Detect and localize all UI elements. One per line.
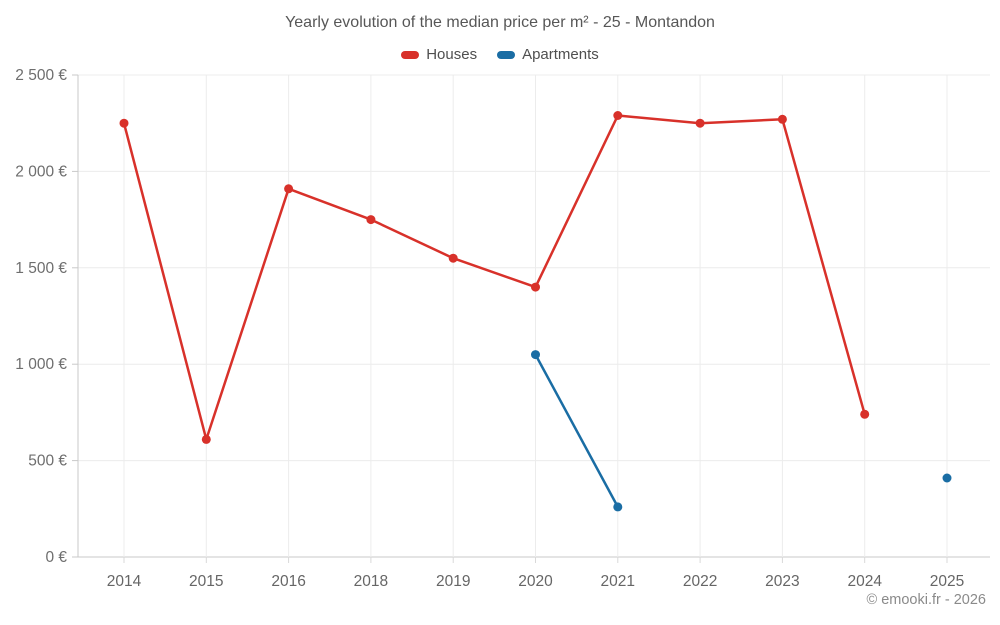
x-tick-label: 2020 — [518, 573, 553, 590]
data-point-apartments-2020[interactable] — [531, 350, 540, 360]
x-tick-label: 2014 — [107, 573, 142, 590]
copyright-text: © emooki.fr - 2026 — [866, 592, 986, 608]
chart-title: Yearly evolution of the median price per… — [285, 14, 715, 31]
legend-label-houses: Houses — [426, 46, 478, 63]
data-point-houses-2022[interactable] — [695, 118, 705, 128]
x-tick-label: 2021 — [601, 573, 635, 590]
x-tick-label: 2015 — [189, 573, 223, 590]
chart-legend: Houses Apartments — [0, 46, 1000, 63]
legend-label-apartments: Apartments — [522, 46, 599, 63]
data-point-houses-2015[interactable] — [201, 434, 211, 444]
data-point-houses-2021[interactable] — [613, 111, 623, 120]
data-point-houses-2023[interactable] — [777, 114, 787, 124]
data-point-apartments-2025[interactable] — [942, 473, 952, 483]
series-line-apartments — [536, 355, 948, 507]
legend-item-houses[interactable]: Houses — [401, 46, 477, 63]
series-line-houses — [122, 114, 866, 441]
y-tick-label: 2 000 € — [15, 163, 67, 180]
data-point-houses-2019[interactable] — [448, 253, 458, 263]
legend-item-apartments[interactable]: Apartments — [497, 46, 599, 63]
data-point-apartments-2021[interactable] — [613, 502, 623, 512]
y-tick-label: 0 € — [45, 549, 67, 566]
x-tick-label: 2022 — [683, 573, 717, 590]
x-tick-label: 2023 — [765, 573, 799, 590]
x-tick-label: 2024 — [847, 573, 882, 590]
data-point-houses-2018[interactable] — [366, 215, 376, 225]
y-tick-label: 1 000 € — [15, 356, 67, 373]
x-tick-label: 2025 — [930, 573, 964, 590]
y-tick-label: 500 € — [28, 453, 67, 470]
y-tick-label: 2 500 € — [15, 67, 67, 84]
x-tick-label: 2019 — [436, 573, 470, 590]
apartments-swatch-icon — [497, 50, 516, 59]
data-point-houses-2024[interactable] — [860, 409, 870, 419]
houses-swatch-icon — [401, 50, 420, 59]
data-point-houses-2014[interactable] — [119, 118, 129, 128]
data-point-houses-2020[interactable] — [531, 282, 540, 292]
x-tick-label: 2016 — [271, 573, 305, 590]
data-point-houses-2016[interactable] — [284, 184, 294, 194]
x-tick-label: 2018 — [354, 573, 388, 590]
y-tick-label: 1 500 € — [15, 260, 67, 277]
